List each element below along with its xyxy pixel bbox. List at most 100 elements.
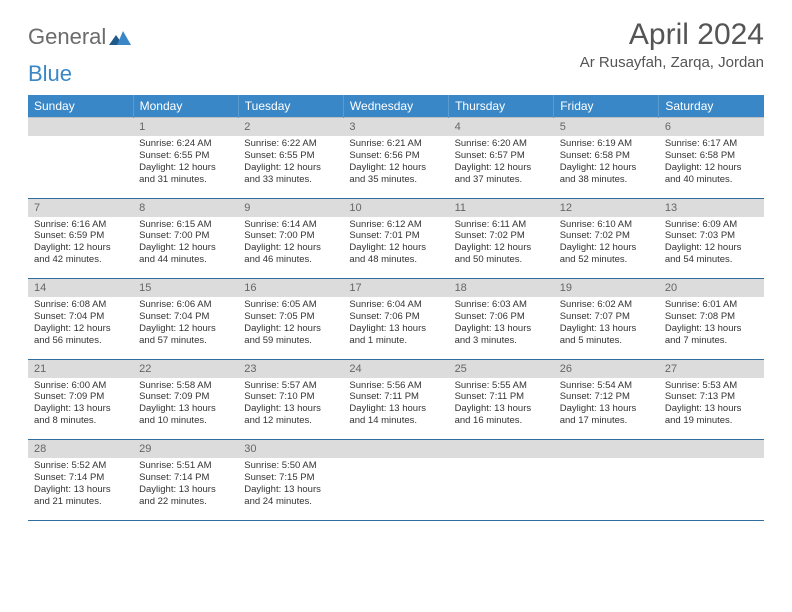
weekday-wednesday: Wednesday	[343, 95, 448, 118]
sunset-line: Sunset: 7:11 PM	[455, 391, 548, 403]
day-number: 25	[449, 359, 554, 378]
sunset-line: Sunset: 7:13 PM	[665, 391, 758, 403]
sunset-line: Sunset: 6:59 PM	[34, 230, 127, 242]
day-details: Sunrise: 5:54 AMSunset: 7:12 PMDaylight:…	[554, 378, 659, 440]
day-number: 17	[343, 279, 448, 298]
daylight-line: and 54 minutes.	[665, 254, 758, 266]
day-details	[343, 458, 448, 520]
daylight-line: Daylight: 13 hours	[34, 484, 127, 496]
sunset-line: Sunset: 7:05 PM	[244, 311, 337, 323]
day-number: 23	[238, 359, 343, 378]
daylight-line: and 1 minute.	[349, 335, 442, 347]
day-number: 4	[449, 118, 554, 137]
daylight-line: and 3 minutes.	[455, 335, 548, 347]
sunrise-line: Sunrise: 5:55 AM	[455, 380, 548, 392]
daylight-line: and 37 minutes.	[455, 174, 548, 186]
daylight-line: and 21 minutes.	[34, 496, 127, 508]
daylight-line: and 50 minutes.	[455, 254, 548, 266]
day-details: Sunrise: 6:11 AMSunset: 7:02 PMDaylight:…	[449, 217, 554, 279]
details-row: Sunrise: 6:16 AMSunset: 6:59 PMDaylight:…	[28, 217, 764, 279]
day-details: Sunrise: 6:20 AMSunset: 6:57 PMDaylight:…	[449, 136, 554, 198]
daylight-line: Daylight: 13 hours	[34, 403, 127, 415]
daylight-line: and 52 minutes.	[560, 254, 653, 266]
daylight-line: Daylight: 12 hours	[665, 242, 758, 254]
sunset-line: Sunset: 7:09 PM	[139, 391, 232, 403]
daylight-line: and 12 minutes.	[244, 415, 337, 427]
day-details	[449, 458, 554, 520]
day-details: Sunrise: 5:56 AMSunset: 7:11 PMDaylight:…	[343, 378, 448, 440]
day-details: Sunrise: 6:16 AMSunset: 6:59 PMDaylight:…	[28, 217, 133, 279]
sunset-line: Sunset: 7:14 PM	[34, 472, 127, 484]
daylight-line: and 46 minutes.	[244, 254, 337, 266]
day-number: 27	[659, 359, 764, 378]
daylight-line: and 44 minutes.	[139, 254, 232, 266]
day-details	[659, 458, 764, 520]
day-details: Sunrise: 6:00 AMSunset: 7:09 PMDaylight:…	[28, 378, 133, 440]
day-details: Sunrise: 5:55 AMSunset: 7:11 PMDaylight:…	[449, 378, 554, 440]
sunrise-line: Sunrise: 5:51 AM	[139, 460, 232, 472]
day-number: 16	[238, 279, 343, 298]
daylight-line: and 31 minutes.	[139, 174, 232, 186]
day-details: Sunrise: 6:15 AMSunset: 7:00 PMDaylight:…	[133, 217, 238, 279]
daylight-line: Daylight: 12 hours	[139, 242, 232, 254]
day-number	[659, 440, 764, 459]
sunset-line: Sunset: 7:07 PM	[560, 311, 653, 323]
day-number: 3	[343, 118, 448, 137]
weekday-tuesday: Tuesday	[238, 95, 343, 118]
day-number: 10	[343, 198, 448, 217]
daylight-line: and 33 minutes.	[244, 174, 337, 186]
daylight-line: Daylight: 13 hours	[139, 484, 232, 496]
day-number: 5	[554, 118, 659, 137]
day-details: Sunrise: 5:58 AMSunset: 7:09 PMDaylight:…	[133, 378, 238, 440]
sunset-line: Sunset: 7:06 PM	[455, 311, 548, 323]
sunrise-line: Sunrise: 5:52 AM	[34, 460, 127, 472]
sunset-line: Sunset: 7:08 PM	[665, 311, 758, 323]
day-details: Sunrise: 5:52 AMSunset: 7:14 PMDaylight:…	[28, 458, 133, 520]
sunset-line: Sunset: 6:57 PM	[455, 150, 548, 162]
daylight-line: Daylight: 12 hours	[139, 162, 232, 174]
daynum-row: 123456	[28, 118, 764, 137]
day-number: 18	[449, 279, 554, 298]
daylight-line: Daylight: 12 hours	[349, 242, 442, 254]
daylight-line: and 5 minutes.	[560, 335, 653, 347]
daylight-line: and 7 minutes.	[665, 335, 758, 347]
daylight-line: and 17 minutes.	[560, 415, 653, 427]
sunrise-line: Sunrise: 6:10 AM	[560, 219, 653, 231]
daylight-line: Daylight: 13 hours	[455, 403, 548, 415]
day-number: 28	[28, 440, 133, 459]
daylight-line: Daylight: 12 hours	[455, 242, 548, 254]
daylight-line: Daylight: 12 hours	[34, 323, 127, 335]
sunset-line: Sunset: 7:09 PM	[34, 391, 127, 403]
day-number	[28, 118, 133, 137]
day-number	[554, 440, 659, 459]
day-details	[28, 136, 133, 198]
daylight-line: Daylight: 12 hours	[244, 242, 337, 254]
day-details: Sunrise: 6:01 AMSunset: 7:08 PMDaylight:…	[659, 297, 764, 359]
daylight-line: and 19 minutes.	[665, 415, 758, 427]
logo-word-2: Blue	[28, 61, 72, 87]
weekday-thursday: Thursday	[449, 95, 554, 118]
logo-word-1: General	[28, 24, 106, 50]
day-details: Sunrise: 6:08 AMSunset: 7:04 PMDaylight:…	[28, 297, 133, 359]
sunset-line: Sunset: 7:10 PM	[244, 391, 337, 403]
sunset-line: Sunset: 7:03 PM	[665, 230, 758, 242]
daylight-line: and 56 minutes.	[34, 335, 127, 347]
daylight-line: and 57 minutes.	[139, 335, 232, 347]
daylight-line: Daylight: 13 hours	[349, 403, 442, 415]
sunrise-line: Sunrise: 6:01 AM	[665, 299, 758, 311]
daynum-row: 14151617181920	[28, 279, 764, 298]
weekday-friday: Friday	[554, 95, 659, 118]
sunrise-line: Sunrise: 6:12 AM	[349, 219, 442, 231]
day-number: 12	[554, 198, 659, 217]
daylight-line: Daylight: 12 hours	[455, 162, 548, 174]
daylight-line: Daylight: 12 hours	[560, 162, 653, 174]
daylight-line: Daylight: 13 hours	[244, 484, 337, 496]
daylight-line: Daylight: 12 hours	[244, 323, 337, 335]
sunset-line: Sunset: 7:01 PM	[349, 230, 442, 242]
logo-mark-icon	[109, 25, 131, 51]
daylight-line: and 38 minutes.	[560, 174, 653, 186]
day-details: Sunrise: 6:02 AMSunset: 7:07 PMDaylight:…	[554, 297, 659, 359]
daylight-line: and 59 minutes.	[244, 335, 337, 347]
day-number: 26	[554, 359, 659, 378]
sunrise-line: Sunrise: 5:54 AM	[560, 380, 653, 392]
